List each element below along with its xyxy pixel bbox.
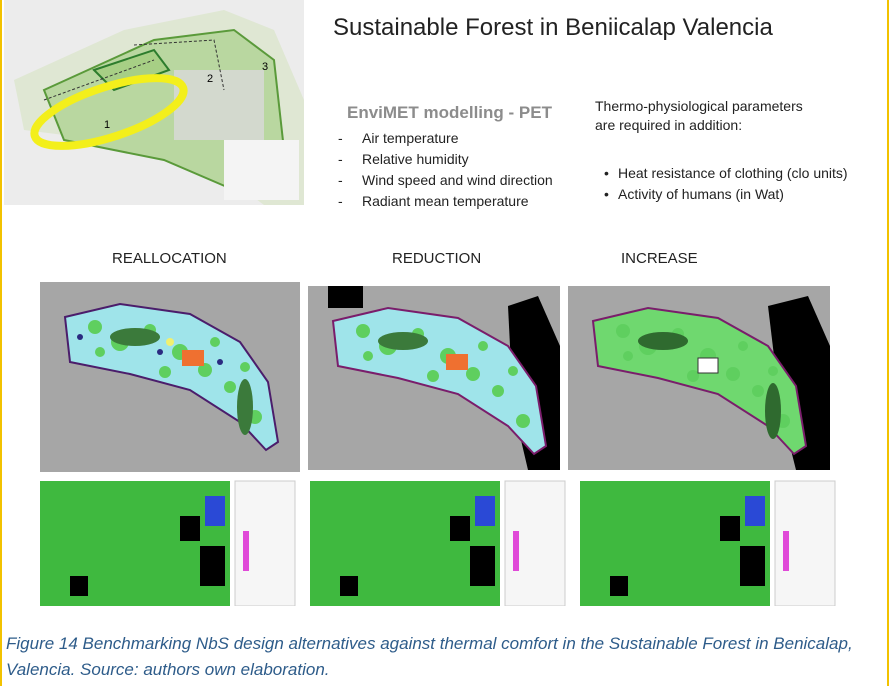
list-item: Radiant mean temperature xyxy=(338,191,553,212)
shape xyxy=(43,39,225,101)
border xyxy=(887,0,889,686)
border xyxy=(0,0,2,686)
shape xyxy=(77,334,83,340)
shape xyxy=(166,338,174,346)
shape xyxy=(70,576,88,596)
shape xyxy=(310,481,500,606)
list-item: Wind speed and wind direction xyxy=(338,170,553,191)
scenario-label: REDUCTION xyxy=(392,250,482,267)
shape xyxy=(157,349,163,355)
shape xyxy=(110,328,160,346)
list-item: Activity of humans (in Wat) xyxy=(595,185,855,204)
scenario-label: REALLOCATION xyxy=(112,250,227,267)
label: 3 xyxy=(262,61,268,73)
shape xyxy=(224,140,299,200)
shape xyxy=(768,296,830,470)
shape xyxy=(237,379,253,435)
title: Sustainable Forest in Beniicalap Valenci… xyxy=(333,14,773,41)
shape xyxy=(610,576,628,596)
caption: Figure 14 Benchmarking NbS design altern… xyxy=(6,634,853,679)
shape xyxy=(720,516,740,541)
model-list: Air temperature Relative humidity Wind s… xyxy=(338,128,553,212)
model-heading: EnviMET modelling - PET xyxy=(347,103,552,122)
shape xyxy=(638,332,688,350)
shape xyxy=(174,70,264,140)
label: 2 xyxy=(207,73,213,85)
shape xyxy=(200,546,225,586)
shape xyxy=(243,531,249,571)
shape xyxy=(340,576,358,596)
shape xyxy=(378,332,428,350)
shape xyxy=(217,359,223,365)
shape xyxy=(328,286,363,308)
list-item: Heat resistance of clothing (clo units) xyxy=(595,164,855,183)
design-reduction xyxy=(308,286,560,470)
thermal-map xyxy=(310,480,566,606)
shape xyxy=(765,383,781,439)
site-map: 1 2 3 xyxy=(4,0,304,205)
list-item: Air temperature xyxy=(338,128,553,149)
shape xyxy=(740,546,765,586)
design-increase xyxy=(568,286,830,470)
scenario-label: INCREASE xyxy=(621,250,698,267)
shape xyxy=(182,350,204,366)
shape xyxy=(470,546,495,586)
shape xyxy=(513,531,519,571)
list-item: Relative humidity xyxy=(338,149,553,170)
shape xyxy=(446,354,468,370)
shape xyxy=(40,481,230,606)
design-reallocation xyxy=(40,282,300,472)
shape xyxy=(580,481,770,606)
shape xyxy=(180,516,200,541)
thermal-map xyxy=(40,480,296,606)
parameters-list: Heat resistance of clothing (clo units) … xyxy=(595,164,855,206)
label: 1 xyxy=(104,119,110,131)
shape xyxy=(450,516,470,541)
shape xyxy=(697,357,719,374)
shape xyxy=(745,496,765,526)
shape xyxy=(783,531,789,571)
thermal-map xyxy=(580,480,836,606)
parameters-intro: Thermo-physiological parameters are requ… xyxy=(595,98,803,133)
shape xyxy=(205,496,225,526)
shape xyxy=(30,74,188,150)
shape xyxy=(475,496,495,526)
